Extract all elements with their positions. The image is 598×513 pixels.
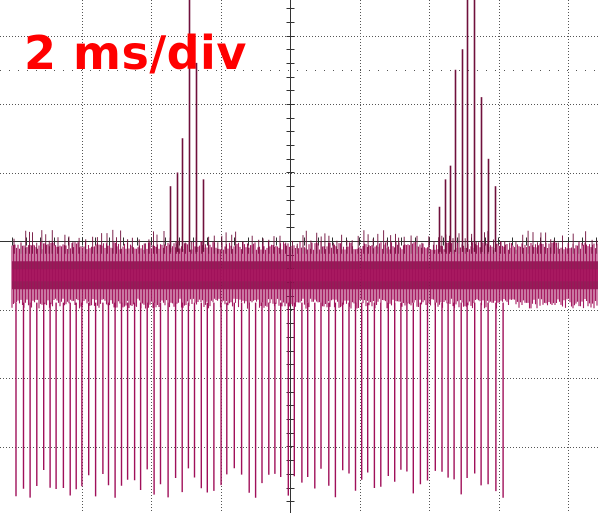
downward-pulses	[15, 302, 504, 498]
noise-glitches	[13, 229, 598, 254]
timebase-label: 2 ms/div	[24, 26, 247, 80]
pulse-spikes	[169, 0, 497, 252]
noise-trace	[11, 241, 598, 309]
noise-band	[11, 229, 598, 498]
